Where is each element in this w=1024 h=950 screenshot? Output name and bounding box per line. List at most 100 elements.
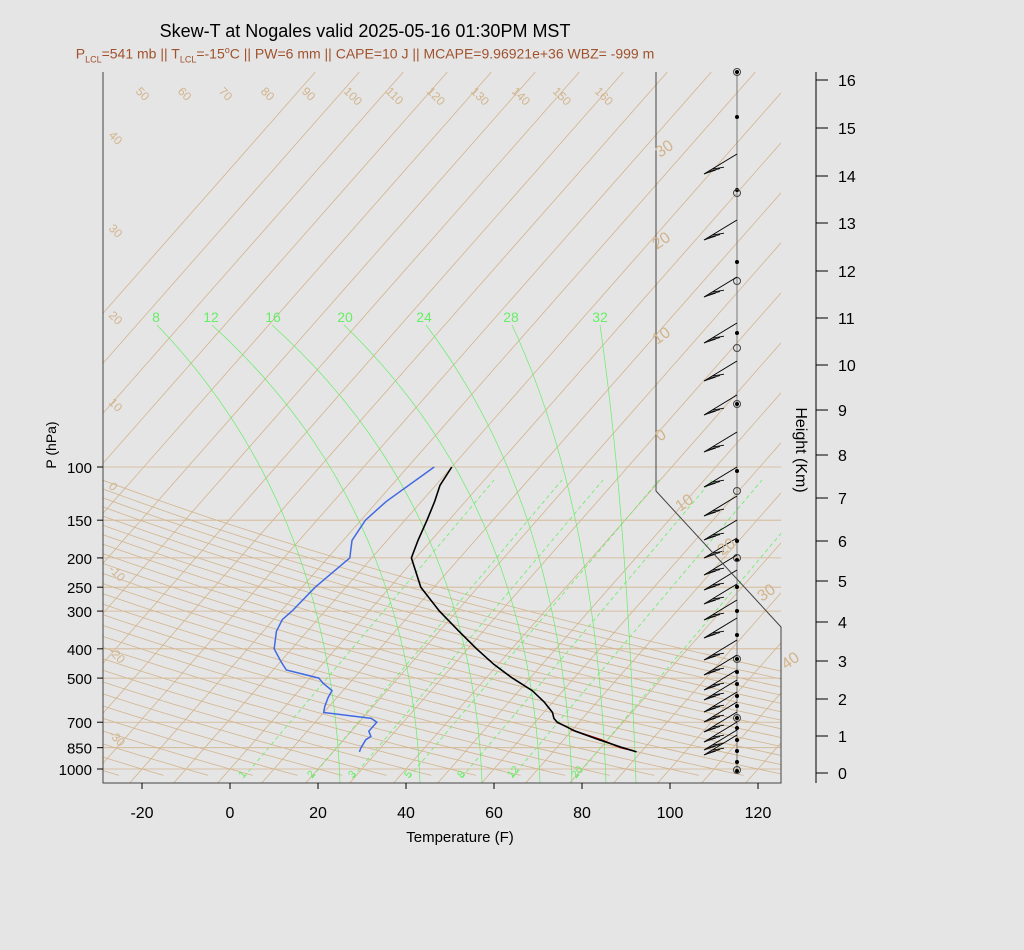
isotherm-label-right: 20	[650, 229, 674, 253]
wind-barb-flag	[703, 511, 717, 517]
mixing-ratio-label: 28	[503, 309, 519, 325]
pressure-tick-label: 400	[67, 642, 92, 659]
pressure-tick-label: 500	[67, 671, 92, 688]
wind-barb-flag	[703, 695, 717, 701]
dry-adiabat-line	[103, 730, 253, 776]
wind-barb-flag	[703, 717, 717, 723]
temperature-tick-label: 20	[309, 805, 327, 822]
height-tick-label: 13	[838, 216, 856, 233]
wind-barb-flag	[703, 685, 717, 691]
isotherm-label-right: 10	[650, 324, 674, 348]
wind-barb-flag	[711, 508, 725, 512]
isotherm-label: 70	[216, 84, 236, 104]
wind-barb-flag	[703, 670, 717, 676]
sounding-traces	[273, 466, 637, 753]
mixing-ratio-line	[575, 532, 781, 778]
wind-barb-flag	[703, 737, 717, 743]
isotherm-line	[129, 72, 756, 783]
wind-barb-staff	[703, 519, 738, 541]
wind-barb-flag	[711, 444, 725, 448]
wind-level-dot	[735, 585, 739, 589]
wind-barb-staff	[703, 466, 738, 488]
calm-wind-circle	[733, 189, 741, 197]
calm-wind-circle	[733, 714, 741, 722]
isotherm-line	[103, 72, 624, 664]
dry-adiabat-line	[103, 583, 781, 765]
wind-barb-flag	[703, 376, 717, 382]
wind-barb-flag	[711, 407, 725, 411]
wind-barb-flag	[703, 599, 717, 605]
wind-barb-flag	[703, 745, 717, 751]
isotherm-label-right: 0	[653, 426, 670, 445]
wind-barb-flag	[707, 168, 721, 172]
wind-barb-flag	[707, 694, 721, 698]
moist-adiabat-lines	[156, 324, 637, 783]
wind-barb-staff	[703, 729, 738, 751]
height-tick-label: 9	[838, 403, 847, 420]
isotherm-line	[103, 72, 492, 514]
isotherm-label: 10	[106, 395, 126, 415]
plot-border	[102, 72, 782, 784]
mixing-ratio-label: 8	[152, 309, 160, 325]
wind-barb-staff	[703, 691, 738, 713]
wind-barb-flag	[711, 232, 725, 236]
calm-wind-circle	[733, 487, 741, 495]
wind-level-dot	[735, 609, 739, 613]
calm-wind-circle	[733, 400, 741, 408]
dry-adiabat-line	[103, 534, 781, 721]
wind-barb-flag	[703, 338, 717, 344]
calm-wind-circle	[733, 68, 741, 76]
calm-wind-circle	[733, 766, 741, 774]
wind-barb-flag	[703, 633, 717, 639]
wind-level-dot	[735, 70, 739, 74]
pressure-tick-label: 850	[67, 741, 92, 758]
wind-barb-flag	[711, 479, 725, 483]
temperature-tick-label: 100	[657, 805, 684, 822]
isotherm-line	[305, 242, 781, 783]
moist-adiabat-line	[511, 324, 607, 783]
chart-subtitle: PLCL=541 mb || TLCL=-15oC || PW=6 mm || …	[75, 45, 655, 65]
isotherm-line	[103, 72, 404, 414]
mixing-ratio-bottom-label: 12	[505, 764, 522, 781]
isotherm-line	[790, 72, 1024, 783]
wind-barb-flag	[707, 684, 721, 688]
isotherm-line	[481, 442, 781, 783]
isotherm-line	[103, 72, 536, 564]
isotherm-line	[613, 592, 781, 783]
wind-barb-staff	[703, 734, 738, 756]
wind-barb-flag	[711, 532, 725, 536]
isotherm-label: 50	[133, 84, 153, 104]
temperature-tick-label: 0	[226, 805, 235, 822]
pressure-tick-label: 200	[67, 551, 92, 568]
wind-level-dot	[735, 694, 739, 698]
mixing-ratio-bottom-label: 8	[455, 769, 468, 781]
height-tick-label: 5	[838, 574, 847, 591]
wind-level-dot	[735, 115, 739, 119]
dry-adiabat-line	[103, 693, 387, 776]
wind-barb-flag	[703, 655, 717, 661]
pressure-tick-label: 300	[67, 604, 92, 621]
wind-barb-staff	[703, 554, 738, 576]
isotherm-label: -20	[106, 644, 128, 666]
isotherm-line	[393, 342, 781, 783]
pressure-tick-label: 700	[67, 715, 92, 732]
wind-barb-flag	[707, 481, 721, 485]
height-tick-label: 14	[838, 169, 856, 186]
wind-barb-staff	[703, 431, 738, 453]
dry-adiabat-line	[103, 553, 781, 738]
height-tick-label: 6	[838, 534, 847, 551]
dry-adiabat-line	[103, 573, 781, 756]
temperature-tick-label: -20	[130, 805, 153, 822]
mixing-ratio-label: 20	[337, 309, 353, 325]
isotherm-grid	[103, 72, 1024, 783]
wind-barb-flag	[703, 410, 717, 416]
dry-adiabat-line	[103, 497, 781, 688]
isotherm-label: 20	[106, 308, 126, 328]
calm-wind-circle	[733, 344, 741, 352]
wind-barb-flag	[707, 749, 721, 753]
isotherm-label: 40	[106, 128, 126, 148]
wind-level-dot	[735, 633, 739, 637]
isotherm-line	[103, 72, 448, 464]
wind-level-dot	[735, 716, 739, 720]
isobar-grid	[103, 466, 781, 770]
